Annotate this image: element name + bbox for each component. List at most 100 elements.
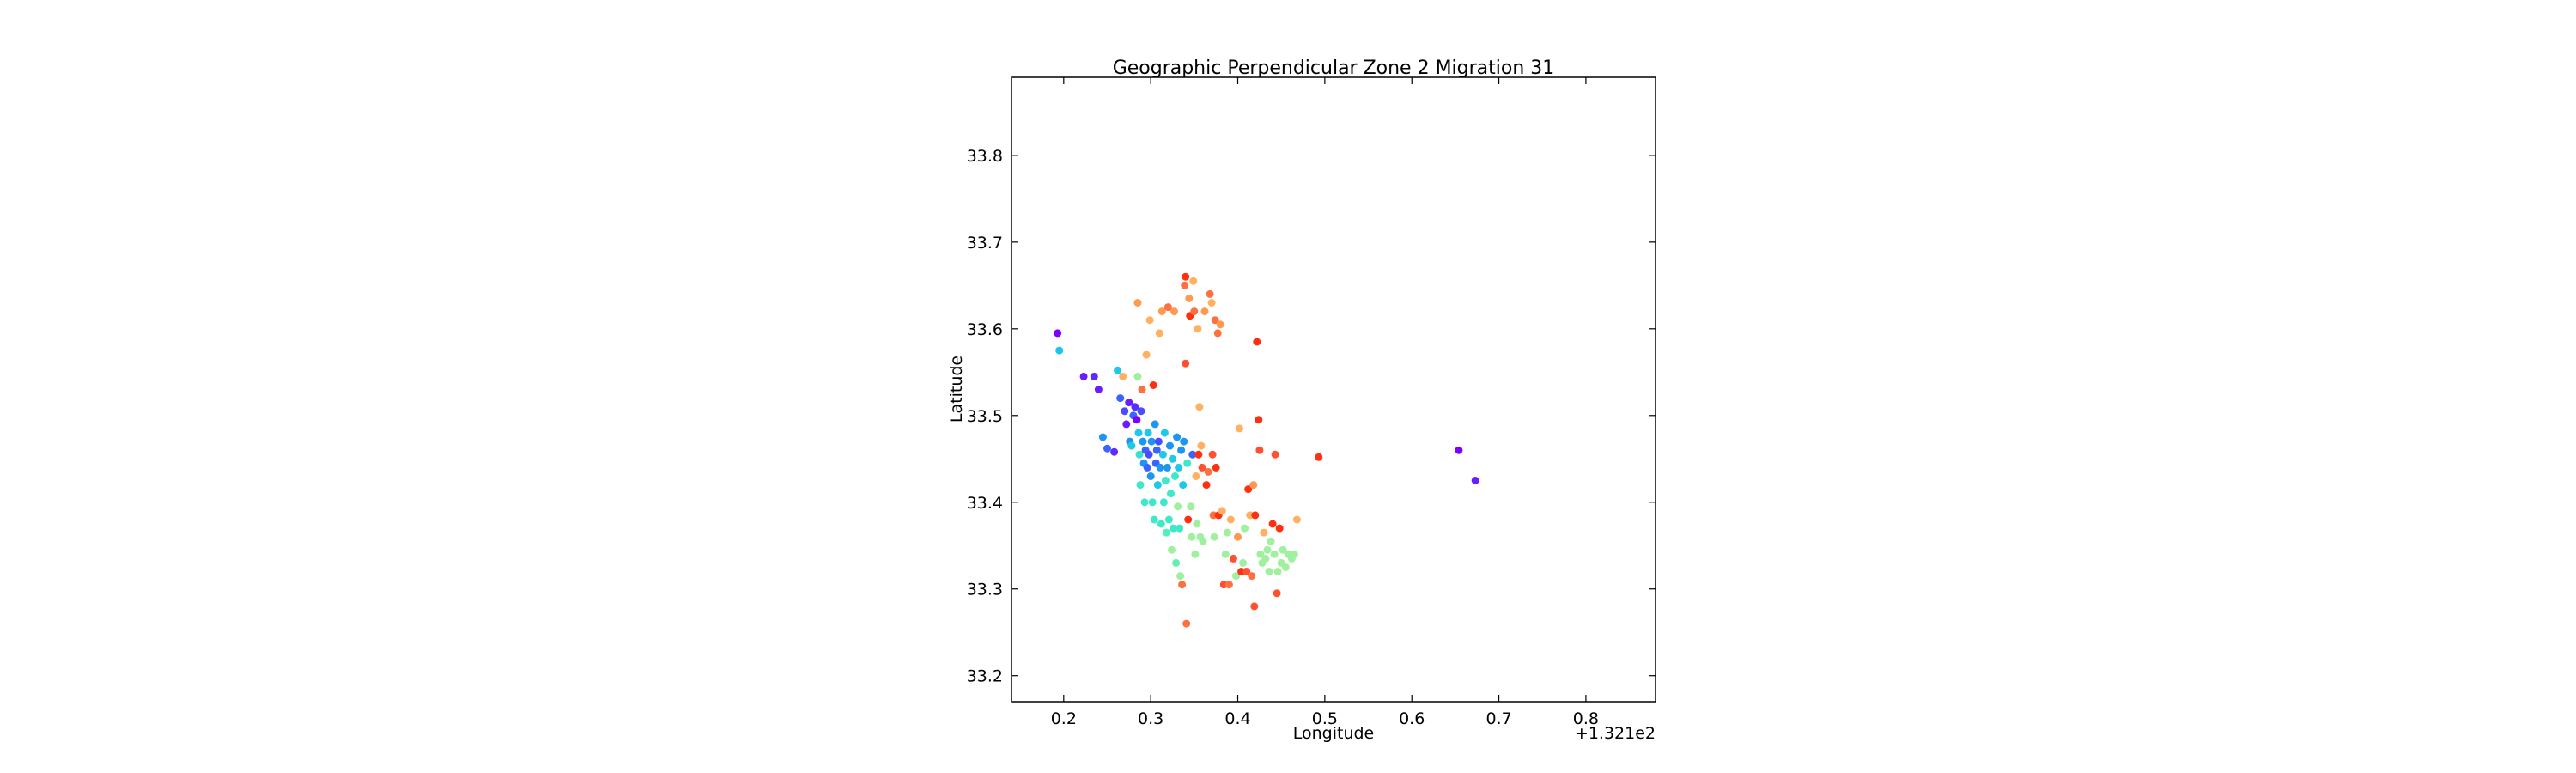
data-point <box>1200 307 1209 316</box>
y-tick-label: 33.8 <box>967 147 1003 166</box>
data-point <box>1267 537 1275 545</box>
data-point <box>1154 437 1163 446</box>
data-point <box>1103 444 1111 453</box>
data-point <box>1162 528 1170 537</box>
data-point <box>1156 463 1164 472</box>
data-point <box>1182 359 1190 368</box>
data-point <box>1172 558 1181 567</box>
data-point <box>1188 533 1196 541</box>
data-point <box>1169 454 1176 463</box>
data-point <box>1146 472 1155 480</box>
data-point <box>1170 307 1178 316</box>
x-tick-label: 0.4 <box>1224 709 1250 728</box>
data-point <box>1211 316 1219 325</box>
data-point <box>1241 524 1249 533</box>
data-point <box>1164 515 1173 524</box>
data-point <box>1251 511 1260 520</box>
y-tick-label: 33.6 <box>967 320 1003 339</box>
data-point <box>1290 550 1298 558</box>
data-point <box>1198 463 1206 472</box>
data-point <box>1135 450 1144 459</box>
data-point <box>1173 433 1182 441</box>
scatter-points <box>1054 272 1479 628</box>
data-point <box>1279 545 1287 554</box>
data-point <box>1144 429 1152 437</box>
data-point <box>1160 429 1169 437</box>
data-point <box>1153 481 1162 490</box>
data-point <box>1175 463 1183 472</box>
data-point <box>1204 467 1212 476</box>
data-point <box>1116 394 1125 403</box>
data-point <box>1268 520 1277 528</box>
data-point <box>1138 386 1146 393</box>
data-point <box>1098 433 1107 441</box>
data-point <box>1212 463 1220 472</box>
y-axis-label: Latitude <box>947 356 966 423</box>
data-point <box>1195 403 1204 411</box>
data-point <box>1194 450 1203 459</box>
data-point <box>1182 619 1191 628</box>
plot-area <box>1011 76 1656 703</box>
data-point <box>1244 485 1253 494</box>
data-point <box>1137 407 1145 416</box>
data-point <box>1242 568 1251 575</box>
x-tick-label: 0.6 <box>1399 709 1425 728</box>
data-point <box>1170 524 1177 533</box>
data-point <box>1161 477 1170 484</box>
data-point <box>1094 386 1103 393</box>
data-point <box>1189 277 1198 285</box>
data-point <box>1260 528 1268 537</box>
data-point <box>1229 554 1237 563</box>
data-point <box>1157 307 1166 316</box>
data-point <box>1121 407 1129 416</box>
data-point <box>1055 346 1064 355</box>
data-point <box>1184 515 1193 524</box>
data-point <box>1180 437 1188 446</box>
data-point <box>1193 520 1201 528</box>
data-point <box>1122 420 1131 429</box>
data-point <box>1250 602 1259 611</box>
data-point <box>1273 589 1281 598</box>
data-point <box>1292 515 1301 524</box>
data-point <box>1145 316 1154 325</box>
y-axis: 33.2 33.3 33.4 33.5 33.6 33.7 33.8 <box>967 147 1656 686</box>
data-point <box>1114 366 1122 374</box>
x-tick-label: 0.2 <box>1051 709 1077 728</box>
data-point <box>1206 289 1214 298</box>
data-point <box>1176 572 1185 581</box>
data-point <box>1151 420 1159 429</box>
data-point <box>1253 338 1261 346</box>
data-point <box>1155 329 1163 338</box>
data-point <box>1125 399 1133 407</box>
data-point <box>1187 502 1195 511</box>
data-point <box>1281 563 1290 571</box>
data-point <box>1145 450 1153 459</box>
data-point <box>1255 446 1264 454</box>
x-tick-label: 0.7 <box>1485 709 1511 728</box>
data-point <box>1192 472 1200 480</box>
data-point <box>1216 320 1224 329</box>
data-point <box>1157 520 1165 528</box>
data-point <box>1273 568 1282 575</box>
data-point <box>1249 481 1258 490</box>
data-point <box>1275 524 1284 533</box>
data-point <box>1202 481 1211 490</box>
data-point <box>1256 550 1265 558</box>
data-point <box>1191 550 1200 558</box>
data-point <box>1171 472 1179 480</box>
data-point <box>1142 350 1151 359</box>
data-point <box>1163 463 1171 472</box>
data-point <box>1471 477 1479 484</box>
data-point <box>1182 272 1190 281</box>
data-point <box>1239 558 1248 567</box>
data-point <box>1194 325 1202 333</box>
data-point <box>1315 453 1323 461</box>
data-point <box>1181 281 1189 289</box>
chart-title: Geographic Perpendicular Zone 2 Migratio… <box>1113 58 1555 79</box>
data-point <box>1178 581 1187 589</box>
data-point <box>1224 581 1233 589</box>
y-tick-label: 33.3 <box>967 581 1003 600</box>
data-point <box>1166 441 1174 450</box>
data-point <box>1174 502 1182 511</box>
